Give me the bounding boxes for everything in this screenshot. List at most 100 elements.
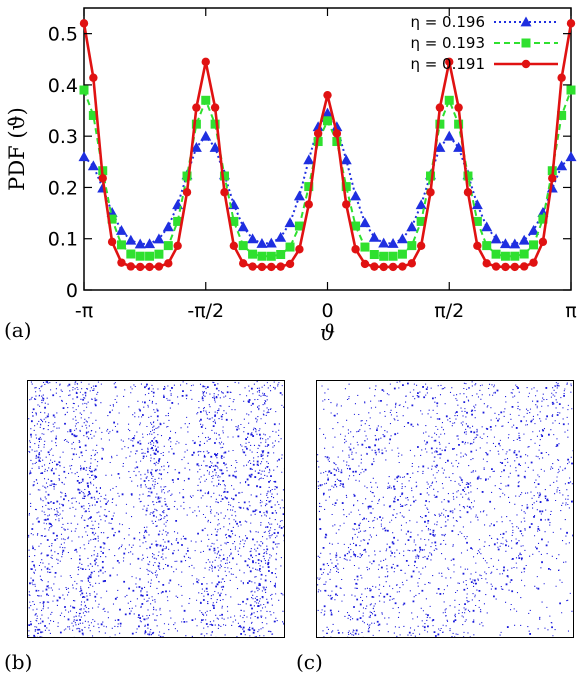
data-point [434, 141, 446, 152]
data-point [351, 221, 361, 231]
data-point [210, 119, 220, 129]
data-point [369, 250, 379, 260]
series-2 [79, 85, 576, 261]
data-point [379, 251, 389, 261]
data-point [557, 73, 566, 82]
data-point [323, 116, 332, 126]
x-tick-label: π [565, 300, 576, 322]
data-point [491, 262, 501, 271]
x-tick-label: 0 [321, 300, 333, 322]
data-point [239, 259, 248, 268]
data-point [229, 241, 239, 251]
data-point [107, 237, 117, 247]
data-point [145, 251, 155, 261]
snapshot-c-image [317, 381, 573, 637]
data-point [453, 141, 465, 152]
data-point [153, 233, 165, 244]
data-point [387, 237, 399, 248]
data-point [134, 238, 146, 249]
data-point [238, 241, 248, 251]
data-point [312, 121, 324, 132]
series-1 [78, 107, 577, 249]
data-point [519, 262, 529, 271]
data-point [191, 119, 201, 129]
data-point [266, 251, 276, 261]
data-point [473, 241, 482, 251]
data-point [556, 160, 568, 171]
data-point [209, 141, 221, 152]
data-point [190, 141, 202, 152]
data-point [426, 171, 436, 181]
data-point [79, 19, 89, 28]
data-point [88, 110, 98, 120]
data-point [247, 233, 259, 244]
data-point [491, 249, 501, 259]
data-point [89, 73, 98, 82]
data-point [342, 200, 351, 209]
panel-label-b: (b) [4, 650, 33, 674]
data-point [267, 262, 276, 272]
data-point [407, 259, 416, 268]
data-point [528, 224, 540, 235]
data-point [173, 241, 182, 251]
data-point [406, 221, 418, 232]
data-point [98, 174, 107, 183]
data-point [304, 182, 314, 192]
data-point [341, 182, 351, 192]
data-point [510, 262, 520, 272]
legend-label: η = 0.196 [410, 13, 485, 31]
legend-label: η = 0.191 [410, 55, 485, 73]
particle-cloud [317, 381, 573, 637]
data-point [444, 95, 454, 105]
y-tick-label: 0.5 [48, 24, 78, 46]
data-point [379, 262, 388, 272]
data-point [416, 241, 426, 251]
panel-label-c: (c) [296, 650, 323, 674]
data-point [520, 16, 532, 27]
data-point [388, 262, 398, 272]
data-point [162, 221, 174, 232]
data-point [304, 200, 313, 209]
data-point [115, 224, 127, 235]
data-point [237, 221, 249, 232]
y-tick-label: 0 [66, 280, 78, 302]
data-point [359, 217, 371, 228]
data-point [435, 103, 445, 112]
data-point [521, 38, 531, 48]
y-tick-label: 0.3 [48, 126, 78, 148]
data-point [548, 174, 557, 183]
data-point [126, 262, 136, 271]
data-point [248, 249, 258, 259]
data-point [509, 238, 521, 249]
data-point [229, 216, 239, 226]
snapshot-particles [317, 381, 573, 637]
data-point [482, 259, 491, 268]
data-point [285, 259, 295, 269]
data-point [135, 262, 145, 272]
data-point [396, 233, 408, 244]
data-point [454, 103, 463, 112]
data-point [472, 216, 482, 226]
data-point [275, 231, 287, 242]
snapshot-particles [28, 381, 284, 637]
data-point [256, 237, 268, 248]
data-point [182, 171, 192, 181]
data-point [200, 130, 212, 141]
data-point [163, 241, 173, 251]
data-point [219, 171, 229, 181]
data-point [126, 249, 136, 259]
y-tick-label: 0.2 [48, 177, 78, 199]
data-point [518, 234, 530, 245]
data-point [510, 251, 520, 261]
y-tick-label: 0.1 [48, 229, 78, 251]
data-point [499, 238, 511, 249]
data-point [454, 119, 464, 129]
data-point [265, 237, 277, 248]
data-point [323, 90, 332, 100]
data-point [443, 130, 455, 141]
data-point [500, 251, 510, 261]
x-tick-label: -π [75, 300, 93, 322]
data-point [332, 129, 342, 138]
data-point [398, 262, 407, 271]
data-point [378, 237, 390, 248]
